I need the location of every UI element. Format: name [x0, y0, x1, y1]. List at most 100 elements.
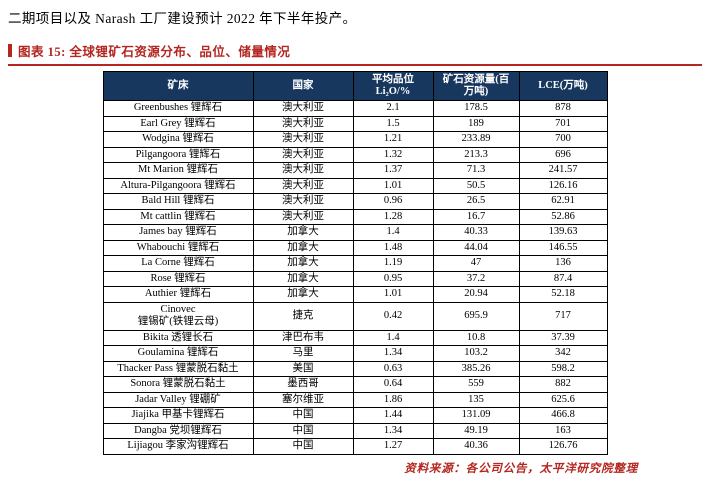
table-head: 矿床 国家 平均品位 Li₂O/% 矿石资源量(百 万吨) LCE(万吨)	[102, 71, 608, 101]
lce-cell: 126.16	[518, 177, 608, 194]
table-row: Sonora 锂蒙脱石黏土 墨西哥 0.64 559 882	[102, 376, 608, 393]
grade-cell: 1.21	[352, 131, 434, 148]
country-cell: 墨西哥	[252, 376, 354, 393]
ore-resource-column-header: 矿石资源量(百 万吨)	[432, 71, 520, 101]
country-cell: 澳大利亚	[252, 162, 354, 179]
mine-deposit-cell: Whabouchi 锂辉石	[102, 239, 254, 256]
title-accent-bar-icon	[8, 44, 12, 57]
grade-cell: 0.42	[352, 301, 434, 331]
table-row: Jiajika 甲基卡锂辉石 中国 1.44 131.09 466.8	[102, 407, 608, 424]
table-row: Goulamina 锂辉石 马里 1.34 103.2 342	[102, 345, 608, 362]
country-cell: 中国	[252, 438, 354, 455]
country-cell: 加拿大	[252, 239, 354, 256]
country-column-header: 国家	[252, 71, 354, 101]
table-row: Jadar Valley 锂硼矿 塞尔维亚 1.86 135 625.6	[102, 391, 608, 408]
country-cell: 塞尔维亚	[252, 391, 354, 408]
table-row: Dangba 党坝锂辉石 中国 1.34 49.19 163	[102, 422, 608, 439]
lce-cell: 598.2	[518, 360, 608, 377]
mine-deposit-cell: James bay 锂辉石	[102, 224, 254, 241]
grade-cell: 1.28	[352, 208, 434, 225]
country-cell: 澳大利亚	[252, 131, 354, 148]
lce-cell: 62.91	[518, 193, 608, 210]
table-row: Wodgina 锂辉石 澳大利亚 1.21 233.89 700	[102, 131, 608, 148]
table-row: Authier 锂辉石 加拿大 1.01 20.94 52.18	[102, 286, 608, 303]
ore-resource-cell: 40.36	[432, 438, 520, 455]
lce-cell: 52.18	[518, 286, 608, 303]
grade-cell: 1.19	[352, 255, 434, 272]
mine-deposit-cell: Mt Marion 锂辉石	[102, 162, 254, 179]
lce-cell: 139.63	[518, 224, 608, 241]
ore-resource-cell: 695.9	[432, 301, 520, 331]
table-row: La Corne 锂辉石 加拿大 1.19 47 136	[102, 255, 608, 272]
mine-deposit-cell: Mt cattlin 锂辉石	[102, 208, 254, 225]
table-row: Bald Hill 锂辉石 澳大利亚 0.96 26.5 62.91	[102, 193, 608, 210]
country-cell: 加拿大	[252, 255, 354, 272]
mine-deposit-cell: Goulamina 锂辉石	[102, 345, 254, 362]
lce-cell: 625.6	[518, 391, 608, 408]
mine-deposit-cell: Thacker Pass 锂蒙脱石黏土	[102, 360, 254, 377]
lce-cell: 136	[518, 255, 608, 272]
title-underline-rule	[8, 64, 702, 66]
lce-cell: 163	[518, 422, 608, 439]
lce-cell: 882	[518, 376, 608, 393]
mine-deposit-cell: Greenbushes 锂辉石	[102, 100, 254, 117]
table-row: Bikita 透锂长石 津巴布韦 1.4 10.8 37.39	[102, 329, 608, 346]
ore-resource-cell: 40.33	[432, 224, 520, 241]
grade-column-header: 平均品位 Li₂O/%	[352, 71, 434, 101]
country-cell: 津巴布韦	[252, 329, 354, 346]
grade-cell: 1.44	[352, 407, 434, 424]
table-header-row: 矿床 国家 平均品位 Li₂O/% 矿石资源量(百 万吨) LCE(万吨)	[102, 71, 608, 101]
grade-cell: 1.86	[352, 391, 434, 408]
grade-cell: 1.01	[352, 286, 434, 303]
mine-deposit-cell: Pilgangoora 锂辉石	[102, 146, 254, 163]
grade-cell: 1.4	[352, 224, 434, 241]
lce-cell: 466.8	[518, 407, 608, 424]
ore-resource-cell: 559	[432, 376, 520, 393]
table-row: Altura-Pilgangoora 锂辉石 澳大利亚 1.01 50.5 126.16	[102, 177, 608, 194]
grade-cell: 1.34	[352, 345, 434, 362]
ore-resource-cell: 37.2	[432, 270, 520, 287]
ore-resource-cell: 20.94	[432, 286, 520, 303]
mine-deposit-cell: Altura-Pilgangoora 锂辉石	[102, 177, 254, 194]
country-cell: 澳大利亚	[252, 100, 354, 117]
country-cell: 加拿大	[252, 286, 354, 303]
mine-deposit-cell: Dangba 党坝锂辉石	[102, 422, 254, 439]
lithium-mines-table: 矿床 国家 平均品位 Li₂O/% 矿石资源量(百 万吨) LCE(万吨) Greenb…	[102, 71, 608, 455]
mine-deposit-cell: Wodgina 锂辉石	[102, 131, 254, 148]
lce-cell: 37.39	[518, 329, 608, 346]
lce-cell: 342	[518, 345, 608, 362]
ore-resource-cell: 131.09	[432, 407, 520, 424]
grade-cell: 1.5	[352, 115, 434, 132]
table-row: Thacker Pass 锂蒙脱石黏土 美国 0.63 385.26 598.2	[102, 360, 608, 377]
ore-resource-cell: 385.26	[432, 360, 520, 377]
country-cell: 澳大利亚	[252, 115, 354, 132]
intro-text: 二期项目以及 Narash 工厂建设预计 2022 年下半年投产。	[8, 11, 357, 26]
grade-cell: 0.95	[352, 270, 434, 287]
lce-cell: 52.86	[518, 208, 608, 225]
grade-cell: 0.64	[352, 376, 434, 393]
grade-cell: 1.34	[352, 422, 434, 439]
mine-deposit-cell: Lijiagou 李家沟锂辉石	[102, 438, 254, 455]
figure-title: 图表 15: 全球锂矿石资源分布、品位、储量情况	[18, 45, 291, 59]
source-note: 资料来源：各公司公告，太平洋研究院整理	[404, 462, 638, 475]
mine-deposit-cell: Bikita 透锂长石	[102, 329, 254, 346]
lce-cell: 696	[518, 146, 608, 163]
ore-resource-cell: 178.5	[432, 100, 520, 117]
country-cell: 澳大利亚	[252, 208, 354, 225]
table-row: Rose 锂辉石 加拿大 0.95 37.2 87.4	[102, 270, 608, 287]
mine-deposit-cell: Cinovec 锂锡矿(铁锂云母)	[102, 301, 254, 331]
grade-cell: 0.63	[352, 360, 434, 377]
table-row: Greenbushes 锂辉石 澳大利亚 2.1 178.5 878	[102, 100, 608, 117]
country-cell: 中国	[252, 422, 354, 439]
grade-cell: 1.32	[352, 146, 434, 163]
table-row: Earl Grey 锂辉石 澳大利亚 1.5 189 701	[102, 115, 608, 132]
ore-resource-cell: 49.19	[432, 422, 520, 439]
lce-cell: 126.76	[518, 438, 608, 455]
country-cell: 加拿大	[252, 270, 354, 287]
lce-cell: 717	[518, 301, 608, 331]
ore-resource-cell: 26.5	[432, 193, 520, 210]
lce-cell: 878	[518, 100, 608, 117]
lce-cell: 87.4	[518, 270, 608, 287]
grade-cell: 2.1	[352, 100, 434, 117]
